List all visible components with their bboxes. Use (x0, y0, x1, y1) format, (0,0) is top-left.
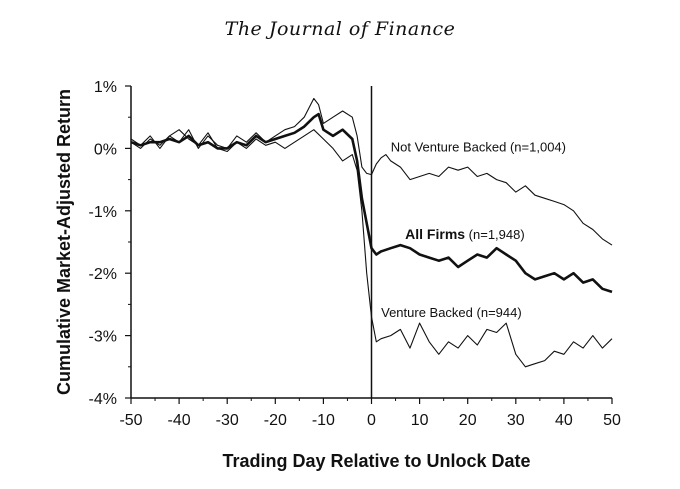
x-tick-label: 30 (507, 412, 525, 429)
y-tick-label: -4% (89, 391, 117, 408)
series-line-venture-backed (130, 129, 613, 368)
y-tick-label: 1% (94, 79, 117, 96)
x-tick-label: 10 (411, 412, 429, 429)
annotation-label: All Firms (n=1,948) (405, 226, 525, 242)
x-tick-label: 50 (603, 412, 621, 429)
y-tick-label: -1% (89, 204, 117, 221)
x-tick-label: 0 (367, 412, 376, 429)
annotations: Not Venture Backed (n=1,004) All Firms (n… (381, 140, 566, 320)
y-tick-label: -3% (89, 329, 117, 346)
series-line-not-venture-backed (130, 97, 613, 246)
y-axis: 1% 0% -1% -2% -3% -4% (89, 79, 131, 408)
x-tick-label: -20 (264, 412, 287, 429)
annotation-label: Not Venture Backed (n=1,004) (391, 140, 566, 155)
series-layer (130, 97, 613, 368)
y-tick-label: 0% (94, 141, 117, 158)
x-tick-label: 40 (555, 412, 573, 429)
y-axis-title: Cumulative Market-Adjusted Return (54, 89, 74, 395)
journal-header: The Journal of Finance (224, 18, 456, 40)
x-tick-label: 20 (459, 412, 477, 429)
y-tick-label: -2% (89, 266, 117, 283)
x-tick-label: -30 (216, 412, 239, 429)
x-tick-label: -50 (119, 412, 142, 429)
x-tick-label: -40 (168, 412, 191, 429)
x-axis: -50 -40 -30 -20 -10 0 10 20 30 40 50 (119, 398, 621, 429)
x-tick-label: -10 (312, 412, 335, 429)
x-axis-title: Trading Day Relative to Unlock Date (222, 451, 530, 471)
annotation-label: Venture Backed (n=944) (381, 305, 522, 320)
